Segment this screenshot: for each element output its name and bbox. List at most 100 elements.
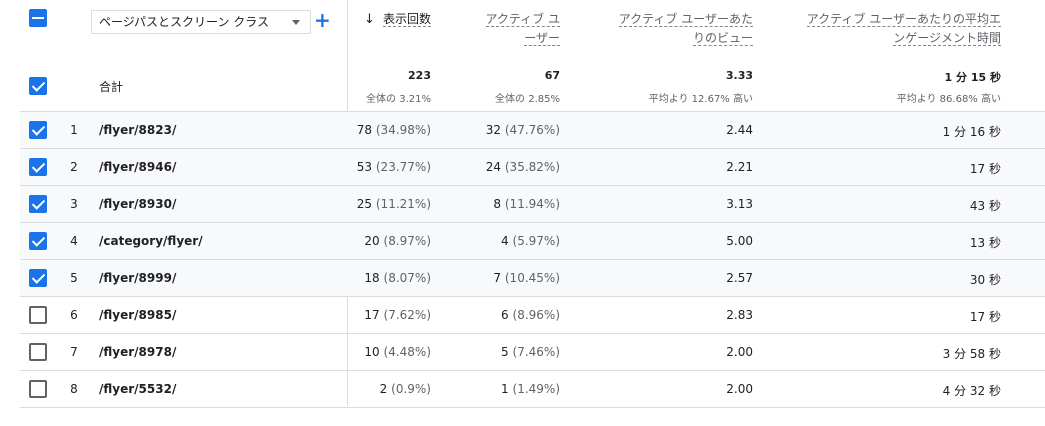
row-active-users: 7 (10.45%) [440,271,560,285]
row-checkbox[interactable] [29,158,47,176]
row-users-value: 7 [493,271,502,285]
row-users-pct: (11.94%) [504,197,560,211]
row-checkbox[interactable] [29,232,47,250]
row-page-path[interactable]: /flyer/8978/ [99,345,177,359]
row-views-value: 53 [356,160,373,174]
arrow-down-icon[interactable]: ↓ [364,12,375,27]
row-views-per-user: 2.00 [726,382,753,396]
table-row[interactable]: 7 /flyer/8978/ 10 (4.48%) 5 (7.46%) 2.00… [20,333,1045,370]
row-users-value: 4 [501,234,509,248]
row-checkbox[interactable] [29,195,47,213]
row-users-pct: (1.49%) [512,382,560,396]
row-avg-engagement: 43 秒 [969,199,1001,213]
row-active-users: 1 (1.49%) [440,382,560,396]
row-active-users: 24 (35.82%) [440,160,560,174]
row-page-path[interactable]: /flyer/8930/ [99,197,177,211]
row-active-users: 5 (7.46%) [440,345,560,359]
row-rank: 4 [70,234,78,248]
row-views-per-user: 2.44 [726,123,753,137]
row-avg-engagement: 30 秒 [969,273,1001,287]
row-users-value: 1 [501,382,509,396]
row-checkbox[interactable] [29,343,47,361]
row-views-value: 18 [364,271,380,285]
row-rank: 1 [70,123,78,137]
caret-down-icon [292,20,300,25]
row-users-value: 5 [501,345,509,359]
row-page-path[interactable]: /flyer/8823/ [99,123,177,137]
row-rank: 7 [70,345,78,359]
select-all-checkbox[interactable] [29,9,47,27]
row-page-path[interactable]: /flyer/8985/ [99,308,177,322]
row-users-pct: (10.45%) [504,271,560,285]
dimension-dropdown[interactable]: ページパスとスクリーン クラス [91,10,311,34]
row-page-path[interactable]: /flyer/8999/ [99,271,177,285]
row-views-value: 17 [364,308,380,322]
row-views-pct: (8.97%) [383,234,431,248]
row-views-pct: (34.98%) [375,123,431,137]
column-header-active-users[interactable]: アクティブ ユーザー [485,12,560,46]
row-views: 18 (8.07%) [340,271,431,285]
row-views-per-user: 5.00 [726,234,753,248]
row-views-pct: (23.77%) [375,160,431,174]
row-views: 20 (8.97%) [340,234,431,248]
total-users-sub: 全体の 2.85% [495,94,560,105]
row-users-value: 8 [493,197,502,211]
row-rank: 6 [70,308,78,322]
row-users-value: 24 [485,160,502,174]
row-page-path[interactable]: /flyer/8946/ [99,160,177,174]
total-avg-engagement: 1 分 15 秒 [944,71,1001,84]
table-row[interactable]: 2 /flyer/8946/ 53 (23.77%) 24 (35.82%) 2… [20,148,1045,185]
row-users-value: 6 [501,308,509,322]
row-checkbox[interactable] [29,306,47,324]
total-views-per-user: 3.33 [725,69,753,82]
table-row[interactable]: 8 /flyer/5532/ 2 (0.9%) 1 (1.49%) 2.00 4… [20,370,1045,407]
plus-icon[interactable]: + [314,8,331,32]
row-rank: 3 [70,197,78,211]
table-row[interactable]: 3 /flyer/8930/ 25 (11.21%) 8 (11.94%) 3.… [20,185,1045,222]
row-checkbox[interactable] [29,380,47,398]
row-views-value: 25 [356,197,373,211]
column-header-views-per-user[interactable]: アクティブ ユーザーあた りのビュー [618,12,753,46]
row-users-pct: (8.96%) [512,308,560,322]
column-header-avg-engagement[interactable]: アクティブ ユーザーあたりの平均エ ンゲージメント時間 [806,12,1001,46]
row-views: 2 (0.9%) [340,382,431,396]
row-views-value: 78 [356,123,373,137]
row-views: 10 (4.48%) [340,345,431,359]
row-views-per-user: 3.13 [726,197,753,211]
table-row[interactable]: 4 /category/flyer/ 20 (8.97%) 4 (5.97%) … [20,222,1045,259]
row-avg-engagement: 17 秒 [969,310,1001,324]
row-views-pct: (11.21%) [375,197,431,211]
column-header-views[interactable]: 表示回数 [382,12,431,27]
row-views: 17 (7.62%) [340,308,431,322]
table-row[interactable]: 5 /flyer/8999/ 18 (8.07%) 7 (10.45%) 2.5… [20,259,1045,296]
row-views-per-user: 2.21 [726,160,753,174]
row-users-pct: (47.76%) [504,123,560,137]
row-active-users: 8 (11.94%) [440,197,560,211]
row-users-pct: (35.82%) [504,160,560,174]
row-checkbox[interactable] [29,269,47,287]
table-row[interactable]: 6 /flyer/8985/ 17 (7.62%) 6 (8.96%) 2.83… [20,296,1045,333]
row-views: 78 (34.98%) [340,123,431,137]
total-users: 67 [544,69,560,82]
totals-checkbox[interactable] [29,77,47,95]
row-active-users: 32 (47.76%) [440,123,560,137]
row-active-users: 4 (5.97%) [440,234,560,248]
row-page-path[interactable]: /flyer/5532/ [99,382,177,396]
row-views-per-user: 2.00 [726,345,753,359]
row-views-pct: (0.9%) [391,382,431,396]
row-avg-engagement: 17 秒 [969,162,1001,176]
row-rank: 8 [70,382,78,396]
total-avg-engagement-sub: 平均より 86.68% 高い [896,94,1001,105]
row-users-pct: (5.97%) [512,234,560,248]
row-avg-engagement: 1 分 16 秒 [942,125,1001,139]
row-views-per-user: 2.57 [726,271,753,285]
row-avg-engagement: 13 秒 [969,236,1001,250]
row-page-path[interactable]: /category/flyer/ [99,234,203,248]
table-row[interactable]: 1 /flyer/8823/ 78 (34.98%) 32 (47.76%) 2… [20,111,1045,148]
row-users-value: 32 [485,123,502,137]
row-checkbox[interactable] [29,121,47,139]
row-views-pct: (8.07%) [383,271,431,285]
row-views-pct: (4.48%) [383,345,431,359]
row-views-value: 20 [364,234,380,248]
total-views: 223 [408,69,431,82]
